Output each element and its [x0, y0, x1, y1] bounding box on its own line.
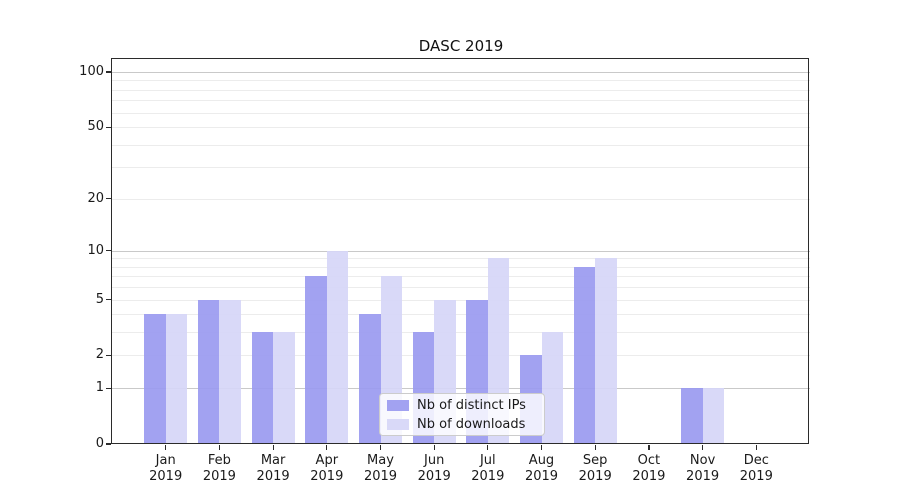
gridline-minor-50: [112, 127, 810, 129]
legend-label-distinct-ips: Nb of distinct IPs: [417, 397, 526, 413]
x-tick-label-aug: Aug 2019: [524, 453, 559, 484]
y-tick-mark-2: [106, 354, 111, 357]
y-tick-mark-5: [106, 299, 111, 301]
y-tick-mark-20: [106, 198, 111, 200]
x-tick-label-nov: Nov 2019: [686, 453, 720, 484]
gridline-minor-30: [112, 167, 810, 169]
x-tick-mark-jun: [433, 445, 435, 450]
gridline-minor-6: [112, 287, 810, 289]
bar-ips-sep: [573, 266, 596, 444]
gridline-minor-70: [112, 100, 810, 102]
x-tick-label-apr: Apr 2019: [310, 453, 344, 484]
gridline-minor-4: [112, 314, 810, 316]
y-tick-mark-1: [106, 387, 111, 389]
gridline-minor-90: [112, 80, 810, 82]
legend-label-downloads: Nb of downloads: [417, 416, 526, 432]
gridline-minor-80: [112, 89, 810, 91]
gridline-minor-3: [112, 332, 810, 334]
gridline-major-10: [112, 250, 810, 252]
bar-downloads-sep: [595, 258, 617, 444]
legend-row-distinct-ips: Nb of distinct IPs: [387, 398, 544, 413]
y-tick-label-5: 5: [95, 291, 104, 307]
bar-ips-may: [359, 314, 381, 444]
legend-swatch-distinct-ips: [387, 399, 409, 411]
plot-area: [112, 59, 810, 444]
bar-downloads-feb: [219, 299, 241, 444]
y-tick-mark-50: [106, 126, 111, 128]
y-tick-label-20: 20: [87, 190, 104, 206]
y-tick-label-2: 2: [95, 347, 104, 363]
gridline-minor-8: [112, 266, 810, 268]
x-tick-mark-aug: [540, 445, 543, 450]
bar-downloads-jan: [165, 314, 188, 444]
x-tick-mark-feb: [218, 445, 221, 450]
bar-downloads-aug: [541, 332, 563, 444]
y-tick-mark-0: [106, 443, 111, 445]
bar-ips-nov: [681, 388, 703, 444]
gridline-major-100: [112, 72, 810, 73]
bar-ips-feb: [197, 299, 220, 444]
bar-ips-jan: [144, 314, 166, 444]
y-tick-label-10: 10: [87, 242, 104, 258]
x-tick-mark-sep: [594, 445, 596, 450]
x-tick-label-sep: Sep 2019: [578, 453, 612, 484]
gridline-minor-7: [112, 276, 810, 278]
x-tick-label-mar: Mar 2019: [256, 453, 290, 484]
gridline-minor-5: [112, 299, 810, 301]
gridline-minor-2: [112, 355, 810, 357]
legend-row-downloads: Nb of downloads: [387, 417, 544, 432]
x-tick-mark-jul: [487, 445, 489, 450]
y-tick-label-50: 50: [87, 119, 104, 135]
gridline-minor-60: [112, 112, 810, 114]
bar-downloads-mar: [273, 332, 295, 444]
x-tick-label-oct: Oct 2019: [632, 453, 666, 484]
gridline-minor-40: [112, 144, 810, 146]
y-tick-mark-10: [106, 250, 111, 252]
x-tick-label-jun: Jun 2019: [417, 453, 451, 484]
x-tick-mark-may: [379, 445, 382, 450]
x-tick-mark-nov: [702, 445, 704, 450]
bar-ips-mar: [251, 332, 274, 444]
y-tick-mark-100: [106, 71, 111, 73]
legend-swatch-downloads: [387, 418, 409, 430]
x-tick-label-jul: Jul 2019: [471, 453, 505, 484]
x-tick-label-may: May 2019: [363, 453, 398, 484]
x-tick-mark-jan: [165, 445, 167, 450]
chart-title: DASC 2019: [418, 37, 504, 55]
y-tick-label-1: 1: [95, 380, 104, 396]
bar-downloads-apr: [326, 250, 349, 444]
x-tick-mark-oct: [648, 445, 650, 450]
x-tick-mark-dec: [755, 445, 757, 450]
x-tick-label-jan: Jan 2019: [149, 453, 183, 484]
y-tick-label-0: 0: [95, 436, 104, 451]
gridline-minor-9: [112, 258, 810, 260]
x-tick-label-dec: Dec 2019: [739, 453, 773, 484]
x-tick-mark-apr: [326, 445, 328, 450]
gridline-minor-20: [112, 198, 810, 200]
x-tick-mark-mar: [272, 445, 274, 450]
x-tick-label-feb: Feb 2019: [202, 453, 236, 484]
legend: Nb of distinct IPs Nb of downloads: [379, 393, 545, 436]
bar-ips-apr: [305, 276, 327, 444]
bar-downloads-nov: [702, 388, 725, 444]
gridline-major-1: [112, 388, 810, 390]
y-tick-label-100: 100: [79, 64, 104, 79]
